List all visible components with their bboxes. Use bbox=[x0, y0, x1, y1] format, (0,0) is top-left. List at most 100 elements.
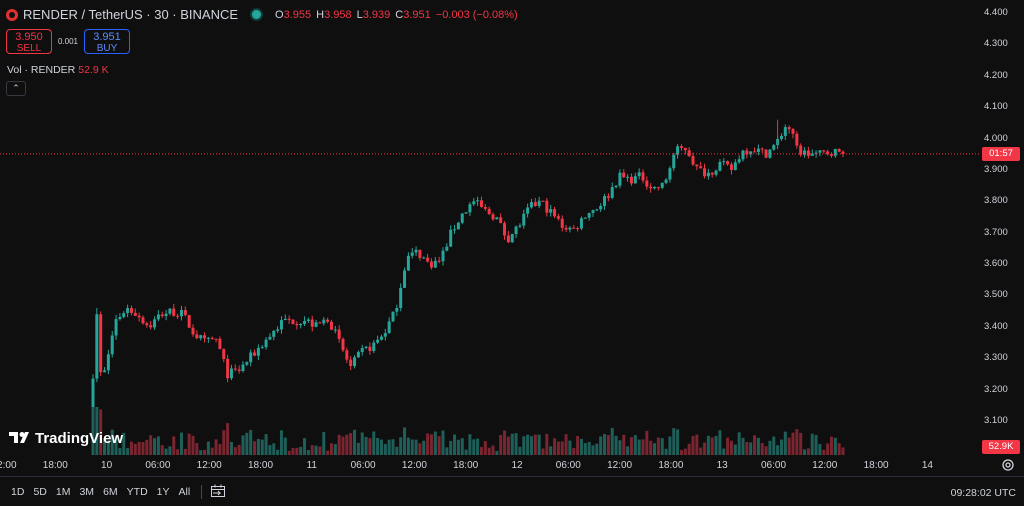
volume-bar bbox=[718, 430, 722, 455]
candle-body bbox=[464, 212, 468, 214]
candle-body bbox=[841, 151, 845, 154]
price-tick-label: 3.400 bbox=[984, 320, 1008, 332]
candle-body bbox=[295, 323, 299, 326]
candle-body bbox=[376, 339, 380, 343]
range-1d[interactable]: 1D bbox=[11, 486, 25, 498]
volume-bar bbox=[587, 442, 591, 455]
volume-bar bbox=[183, 448, 187, 455]
candle-body bbox=[299, 324, 303, 326]
time-tick-label: 12:00 bbox=[812, 460, 838, 471]
candle-body bbox=[345, 350, 349, 360]
candle-body bbox=[133, 312, 137, 316]
candle-body bbox=[272, 330, 276, 337]
volume-bar bbox=[414, 439, 418, 455]
candle-body bbox=[418, 249, 422, 258]
candle-body bbox=[437, 260, 441, 262]
volume-bar bbox=[833, 437, 837, 455]
spread-value: 0.001 bbox=[57, 37, 79, 46]
range-3m[interactable]: 3M bbox=[79, 486, 95, 498]
range-ytd[interactable]: YTD bbox=[126, 486, 148, 498]
volume-bar bbox=[829, 436, 833, 455]
range-1y[interactable]: 1Y bbox=[156, 486, 170, 498]
volume-bar bbox=[706, 435, 710, 455]
candle-body bbox=[253, 352, 257, 356]
volume-bar bbox=[579, 438, 583, 455]
candle-body bbox=[833, 148, 837, 156]
candle-body bbox=[799, 145, 803, 155]
candle-body bbox=[141, 317, 145, 324]
candle-body bbox=[737, 159, 741, 163]
candle-body bbox=[360, 348, 364, 353]
volume-bar bbox=[291, 447, 295, 455]
candle-body bbox=[749, 151, 753, 155]
candle-body bbox=[595, 209, 599, 211]
volume-bar bbox=[449, 440, 453, 455]
range-1m[interactable]: 1M bbox=[55, 486, 71, 498]
volume-bar bbox=[714, 435, 718, 455]
candle-body bbox=[729, 164, 733, 170]
price-tick-label: 3.100 bbox=[984, 415, 1008, 426]
volume-bar bbox=[610, 427, 614, 455]
symbol-title[interactable]: RENDER / TetherUS · 30 · BINANCE bbox=[23, 7, 239, 22]
candle-body bbox=[91, 378, 95, 431]
candle-body bbox=[679, 146, 683, 148]
candle-body bbox=[183, 310, 187, 316]
gear-icon[interactable] bbox=[1001, 458, 1015, 472]
volume-bar bbox=[322, 432, 326, 455]
ohlc-values: O3.955 H3.958 L3.939 C3.951 −0.003 (−0.0… bbox=[275, 8, 518, 21]
volume-bar bbox=[264, 434, 268, 455]
volume-bar bbox=[556, 441, 560, 455]
volume-bar bbox=[329, 443, 333, 455]
volume-bar bbox=[764, 446, 768, 455]
sell-button[interactable]: 3.950 SELL bbox=[6, 29, 52, 54]
candle-body bbox=[403, 270, 407, 288]
candle-body bbox=[379, 336, 383, 340]
time-range-selector: 1D 5D 1M 3M 6M YTD 1Y All bbox=[11, 486, 190, 498]
candle-body bbox=[176, 315, 180, 317]
candle-body bbox=[633, 176, 637, 184]
last-price-badge: 01:57 bbox=[982, 146, 1020, 161]
candle-body bbox=[672, 154, 676, 169]
volume-bar bbox=[391, 439, 395, 455]
range-all[interactable]: All bbox=[178, 486, 191, 498]
date-range-icon[interactable] bbox=[210, 484, 226, 498]
volume-bar bbox=[91, 407, 95, 455]
time-tick-label: 18:00 bbox=[453, 460, 479, 471]
volume-bar bbox=[360, 432, 364, 455]
candle-body bbox=[806, 150, 810, 156]
volume-bar bbox=[753, 435, 757, 455]
candle-body bbox=[606, 196, 610, 198]
range-5d[interactable]: 5D bbox=[33, 486, 47, 498]
range-6m[interactable]: 6M bbox=[103, 486, 118, 498]
volume-bar bbox=[503, 430, 507, 455]
candle-body bbox=[710, 172, 714, 175]
volume-bar bbox=[818, 444, 822, 455]
candle-body bbox=[445, 246, 449, 251]
volume-bar bbox=[118, 448, 122, 455]
candle-body bbox=[410, 252, 414, 256]
volume-bar bbox=[276, 449, 280, 455]
volume-legend: Vol · RENDER 52.9 K bbox=[7, 64, 109, 76]
volume-bar bbox=[249, 429, 253, 455]
volume-bar bbox=[156, 436, 160, 455]
volume-badge: 52.9K bbox=[982, 440, 1020, 454]
volume-bar bbox=[345, 434, 349, 455]
volume-bar bbox=[745, 441, 749, 455]
volume-bar bbox=[364, 436, 368, 455]
volume-bar bbox=[341, 436, 345, 455]
collapse-legend-button[interactable]: ⌃ bbox=[6, 81, 26, 96]
volume-bar bbox=[337, 434, 341, 455]
candle-body bbox=[383, 333, 387, 337]
clock[interactable]: 09:28:02 UTC bbox=[950, 487, 1016, 499]
volume-bar bbox=[160, 445, 164, 455]
market-open-status-icon[interactable] bbox=[252, 10, 262, 19]
volume-bar bbox=[487, 447, 491, 455]
volume-bar bbox=[168, 446, 172, 455]
candle-body bbox=[479, 200, 483, 207]
volume-bar bbox=[179, 432, 183, 455]
candle-body bbox=[322, 319, 326, 324]
buy-button[interactable]: 3.951 BUY bbox=[84, 29, 130, 54]
candle-body bbox=[726, 161, 730, 165]
volume-bar bbox=[668, 436, 672, 455]
